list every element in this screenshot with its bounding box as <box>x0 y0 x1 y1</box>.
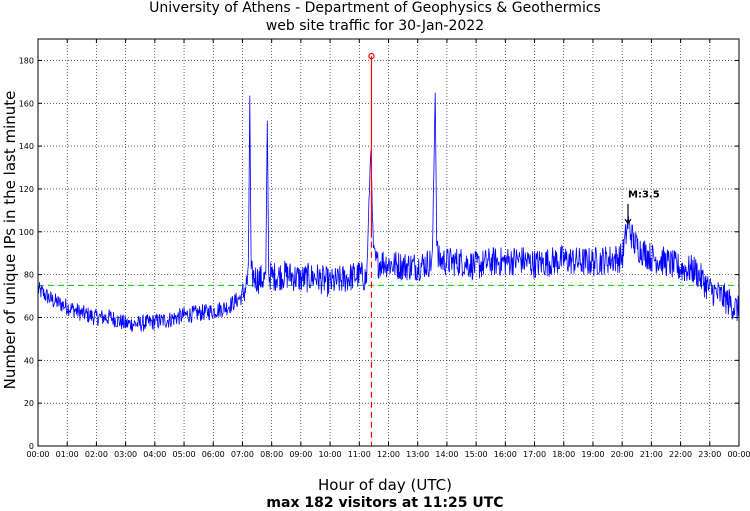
y-tick-label: 80 <box>24 271 34 280</box>
x-tick-label: 21:00 <box>640 450 663 459</box>
x-tick-label: 02:00 <box>85 450 108 459</box>
x-tick-label: 16:00 <box>494 450 517 459</box>
earthquake-label: M:3.5 <box>628 190 660 201</box>
y-axis-label: Number of unique IPs in the last minute <box>1 91 19 390</box>
x-tick-label: 23:00 <box>698 450 721 459</box>
x-tick-label: 18:00 <box>552 450 575 459</box>
y-tick-label: 120 <box>19 185 34 194</box>
y-tick-label: 60 <box>24 313 34 322</box>
y-tick-label: 140 <box>19 142 34 151</box>
marker-layer: M:3.5 <box>368 52 660 446</box>
x-tick-label: 19:00 <box>581 450 604 459</box>
x-tick-label: 12:00 <box>377 450 400 459</box>
x-tick-label: 03:00 <box>114 450 137 459</box>
y-tick-label: 40 <box>24 356 34 365</box>
ticks-layer: 00:00 01:00 02:00 03:00 04:00 05:00 06:00 07:00… <box>19 39 750 459</box>
y-tick-label: 20 <box>24 399 34 408</box>
x-tick-label: 00:00 <box>727 450 750 459</box>
x-tick-label: 08:00 <box>260 450 283 459</box>
x-tick-label: 20:00 <box>611 450 634 459</box>
traffic-series-line <box>37 92 740 332</box>
x-tick-label: 11:00 <box>348 450 371 459</box>
x-tick-label: 09:00 <box>289 450 312 459</box>
x-tick-label: 14:00 <box>435 450 458 459</box>
x-tick-label: 17:00 <box>523 450 546 459</box>
y-tick-label: 180 <box>19 56 34 65</box>
chart-title-line1: University of Athens - Department of Geo… <box>149 0 601 16</box>
plot-frame <box>37 38 740 447</box>
max-point-marker <box>368 52 375 60</box>
y-tick-label: 100 <box>19 228 34 237</box>
x-tick-label: 01:00 <box>56 450 79 459</box>
x-tick-label: 07:00 <box>231 450 254 459</box>
x-tick-label: 06:00 <box>202 450 225 459</box>
x-tick-label: 13:00 <box>406 450 429 459</box>
y-tick-label: 160 <box>19 99 34 108</box>
earthquake-arrow-head <box>624 218 632 225</box>
x-tick-label: 10:00 <box>319 450 342 459</box>
grid <box>38 39 739 446</box>
chart-title-line2: web site traffic for 30-Jan-2022 <box>266 18 484 34</box>
y-tick-label: 0 <box>29 442 34 451</box>
x-tick-label: 05:00 <box>173 450 196 459</box>
series-layer <box>37 92 740 332</box>
max-visitors-note: max 182 visitors at 11:25 UTC <box>266 495 503 511</box>
x-tick-label: 15:00 <box>465 450 488 459</box>
x-tick-label: 22:00 <box>669 450 692 459</box>
x-axis-label: Hour of day (UTC) <box>318 476 452 494</box>
x-tick-label: 04:00 <box>143 450 166 459</box>
x-tick-label: 00:00 <box>26 450 49 459</box>
